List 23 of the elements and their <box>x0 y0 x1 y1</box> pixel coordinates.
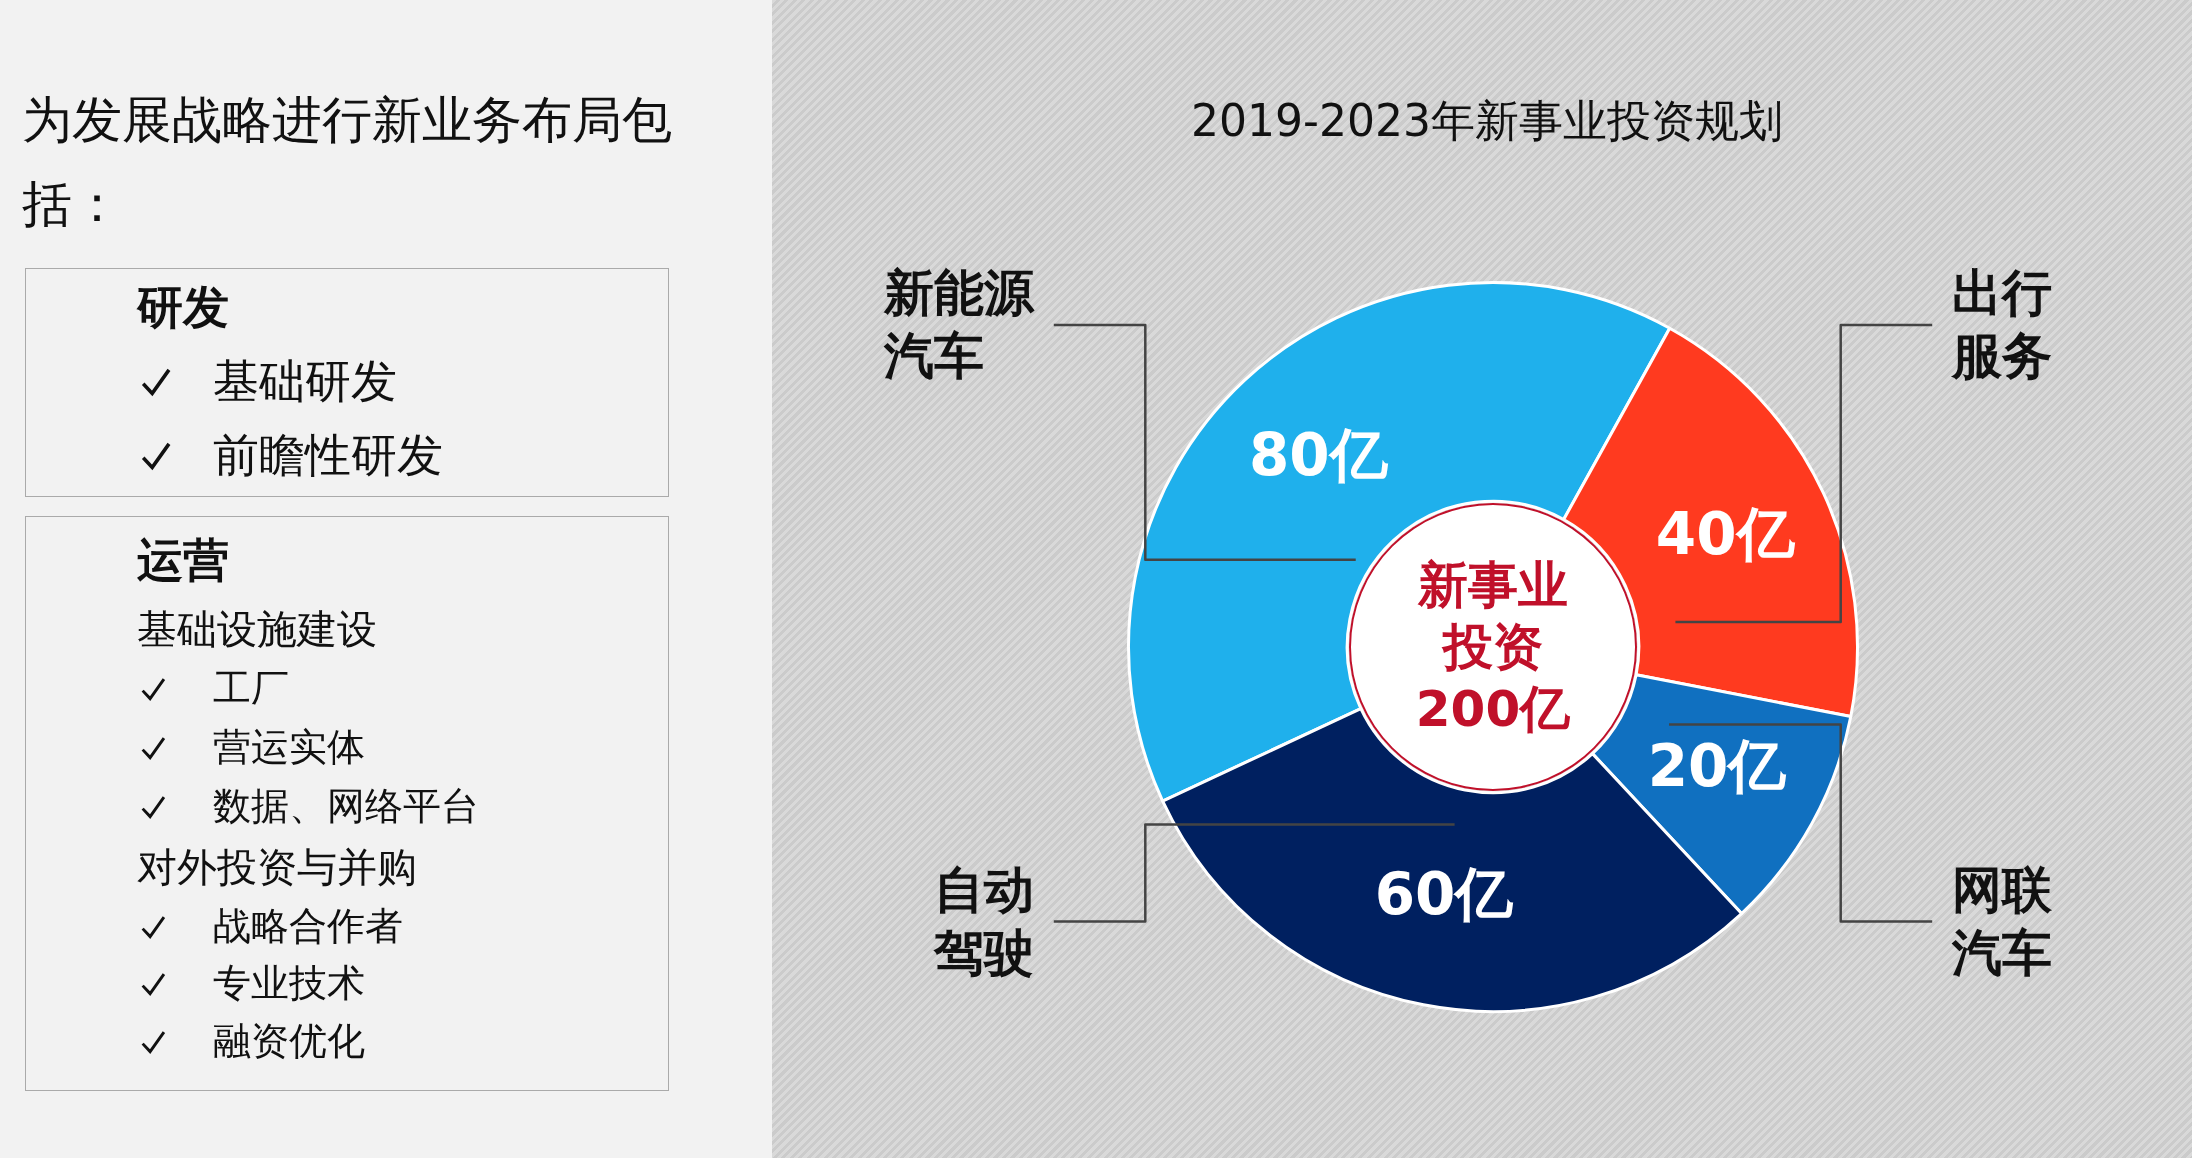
slice-label: 新能源汽车 <box>883 263 1036 387</box>
text: 工厂 <box>213 665 289 713</box>
text: 营运实体 <box>213 724 365 772</box>
text: 数据、网络平台 <box>213 783 479 831</box>
slice-label: 网联汽车 <box>1952 860 2054 984</box>
text: 融资优化 <box>213 1018 365 1066</box>
text: 新事业投资200亿 <box>1414 555 1572 740</box>
data-label: 40亿 <box>1655 499 1796 568</box>
data-label: 20亿 <box>1647 732 1788 801</box>
data-label: 80亿 <box>1248 420 1389 489</box>
text: 战略合作者 <box>213 903 403 951</box>
text: 基础研发 <box>213 353 397 411</box>
text: 研发 <box>137 279 229 337</box>
slice-label: 出行服务 <box>1952 263 2054 387</box>
chart-title: 2019-2023年新事业投资规划 <box>1190 94 1784 148</box>
text: 对外投资与并购 <box>137 843 417 892</box>
text: 运营 <box>137 532 229 590</box>
text: 专业技术 <box>213 960 365 1008</box>
text: 为发展战略进行新业务布局包括： <box>22 90 673 235</box>
data-label: 60亿 <box>1374 859 1515 928</box>
text: 前瞻性研发 <box>213 427 443 485</box>
text: 基础设施建设 <box>137 605 377 654</box>
slice-label: 自动驾驶 <box>933 860 1035 984</box>
